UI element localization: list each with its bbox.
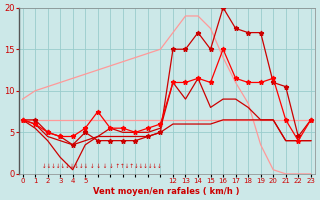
Text: ↓↓↓↓↓↓↓↓↓↓ ↓ ↓ ↓ ↓ ↑↑↓↑↓↓↓↓↓↓: ↓↓↓↓↓↓↓↓↓↓ ↓ ↓ ↓ ↓ ↑↑↓↑↓↓↓↓↓↓: [42, 164, 161, 168]
X-axis label: Vent moyen/en rafales ( km/h ): Vent moyen/en rafales ( km/h ): [93, 187, 240, 196]
